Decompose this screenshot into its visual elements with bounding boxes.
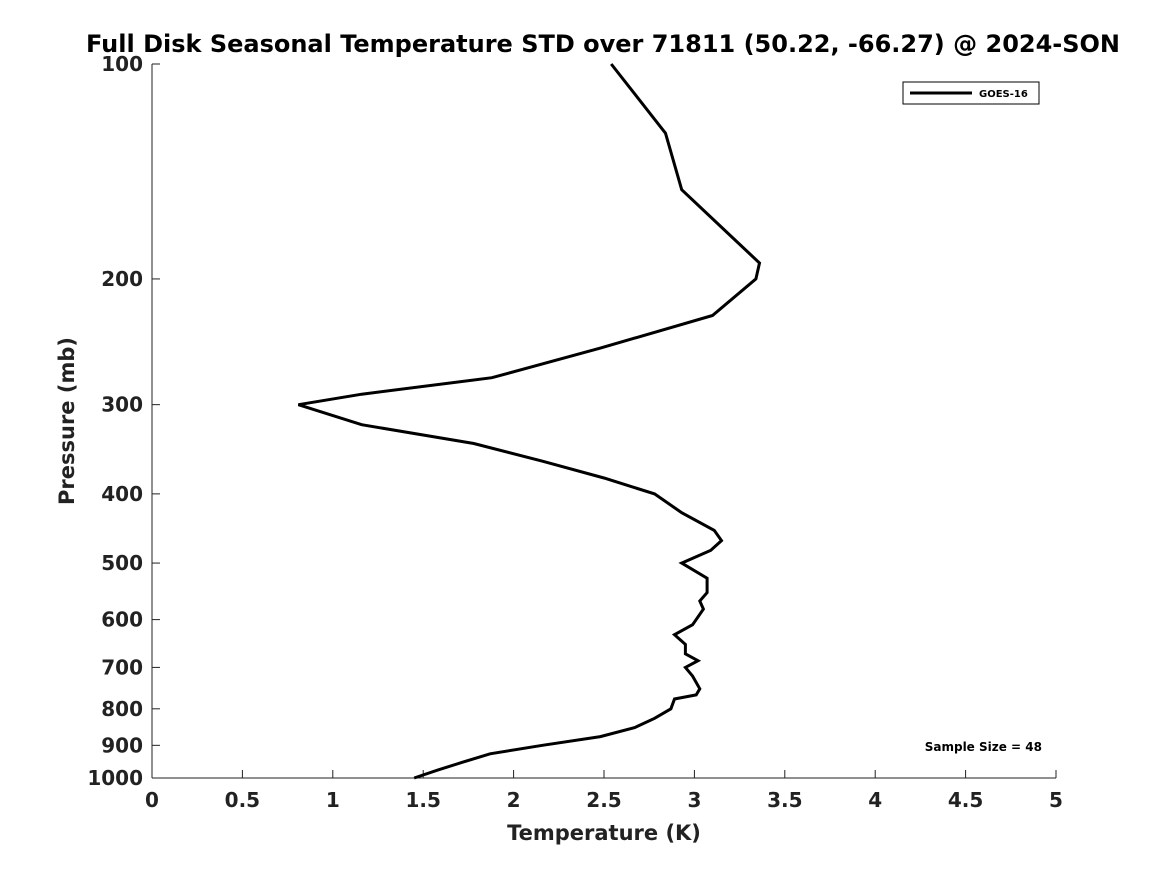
x-tick-label: 4.5: [948, 788, 983, 812]
y-tick-label: 1000: [87, 766, 143, 790]
x-tick-label: 4: [868, 788, 882, 812]
x-tick-label: 1.5: [405, 788, 440, 812]
x-axis-ticks: 0 0.5 1 1.5 2 2.5 3 3.5 4 4.5 5: [145, 770, 1063, 812]
sample-size-annotation: Sample Size = 48: [925, 740, 1042, 754]
y-axis-ticks: 100 200 300 400 500 600 700 800 900 1000: [87, 52, 160, 790]
x-axis-label: Temperature (K): [507, 821, 701, 845]
y-tick-label: 500: [101, 551, 143, 575]
legend-label-goes-16: GOES-16: [979, 89, 1028, 100]
y-tick-label: 200: [101, 267, 143, 291]
x-tick-label: 5: [1049, 788, 1063, 812]
series-layer: [297, 63, 762, 780]
x-tick-label: 3: [687, 788, 701, 812]
axes: [151, 64, 1056, 779]
x-tick-label: 0.5: [225, 788, 260, 812]
y-tick-label: 400: [101, 482, 143, 506]
chart-title: Full Disk Seasonal Temperature STD over …: [86, 30, 1120, 58]
y-tick-label: 300: [101, 393, 143, 417]
x-tick-label: 2: [507, 788, 521, 812]
y-axis-label: Pressure (mb): [55, 337, 79, 505]
x-tick-label: 1: [326, 788, 340, 812]
y-tick-label: 700: [101, 655, 143, 679]
y-tick-label: 800: [101, 697, 143, 721]
x-tick-label: 3.5: [767, 788, 802, 812]
y-tick-label: 100: [101, 52, 143, 76]
x-tick-label: 2.5: [586, 788, 621, 812]
x-tick-label: 0: [145, 788, 159, 812]
y-tick-label: 900: [101, 733, 143, 757]
series-line-goes-16: [297, 63, 762, 780]
legend: GOES-16: [902, 81, 1040, 105]
y-tick-label: 600: [101, 608, 143, 632]
